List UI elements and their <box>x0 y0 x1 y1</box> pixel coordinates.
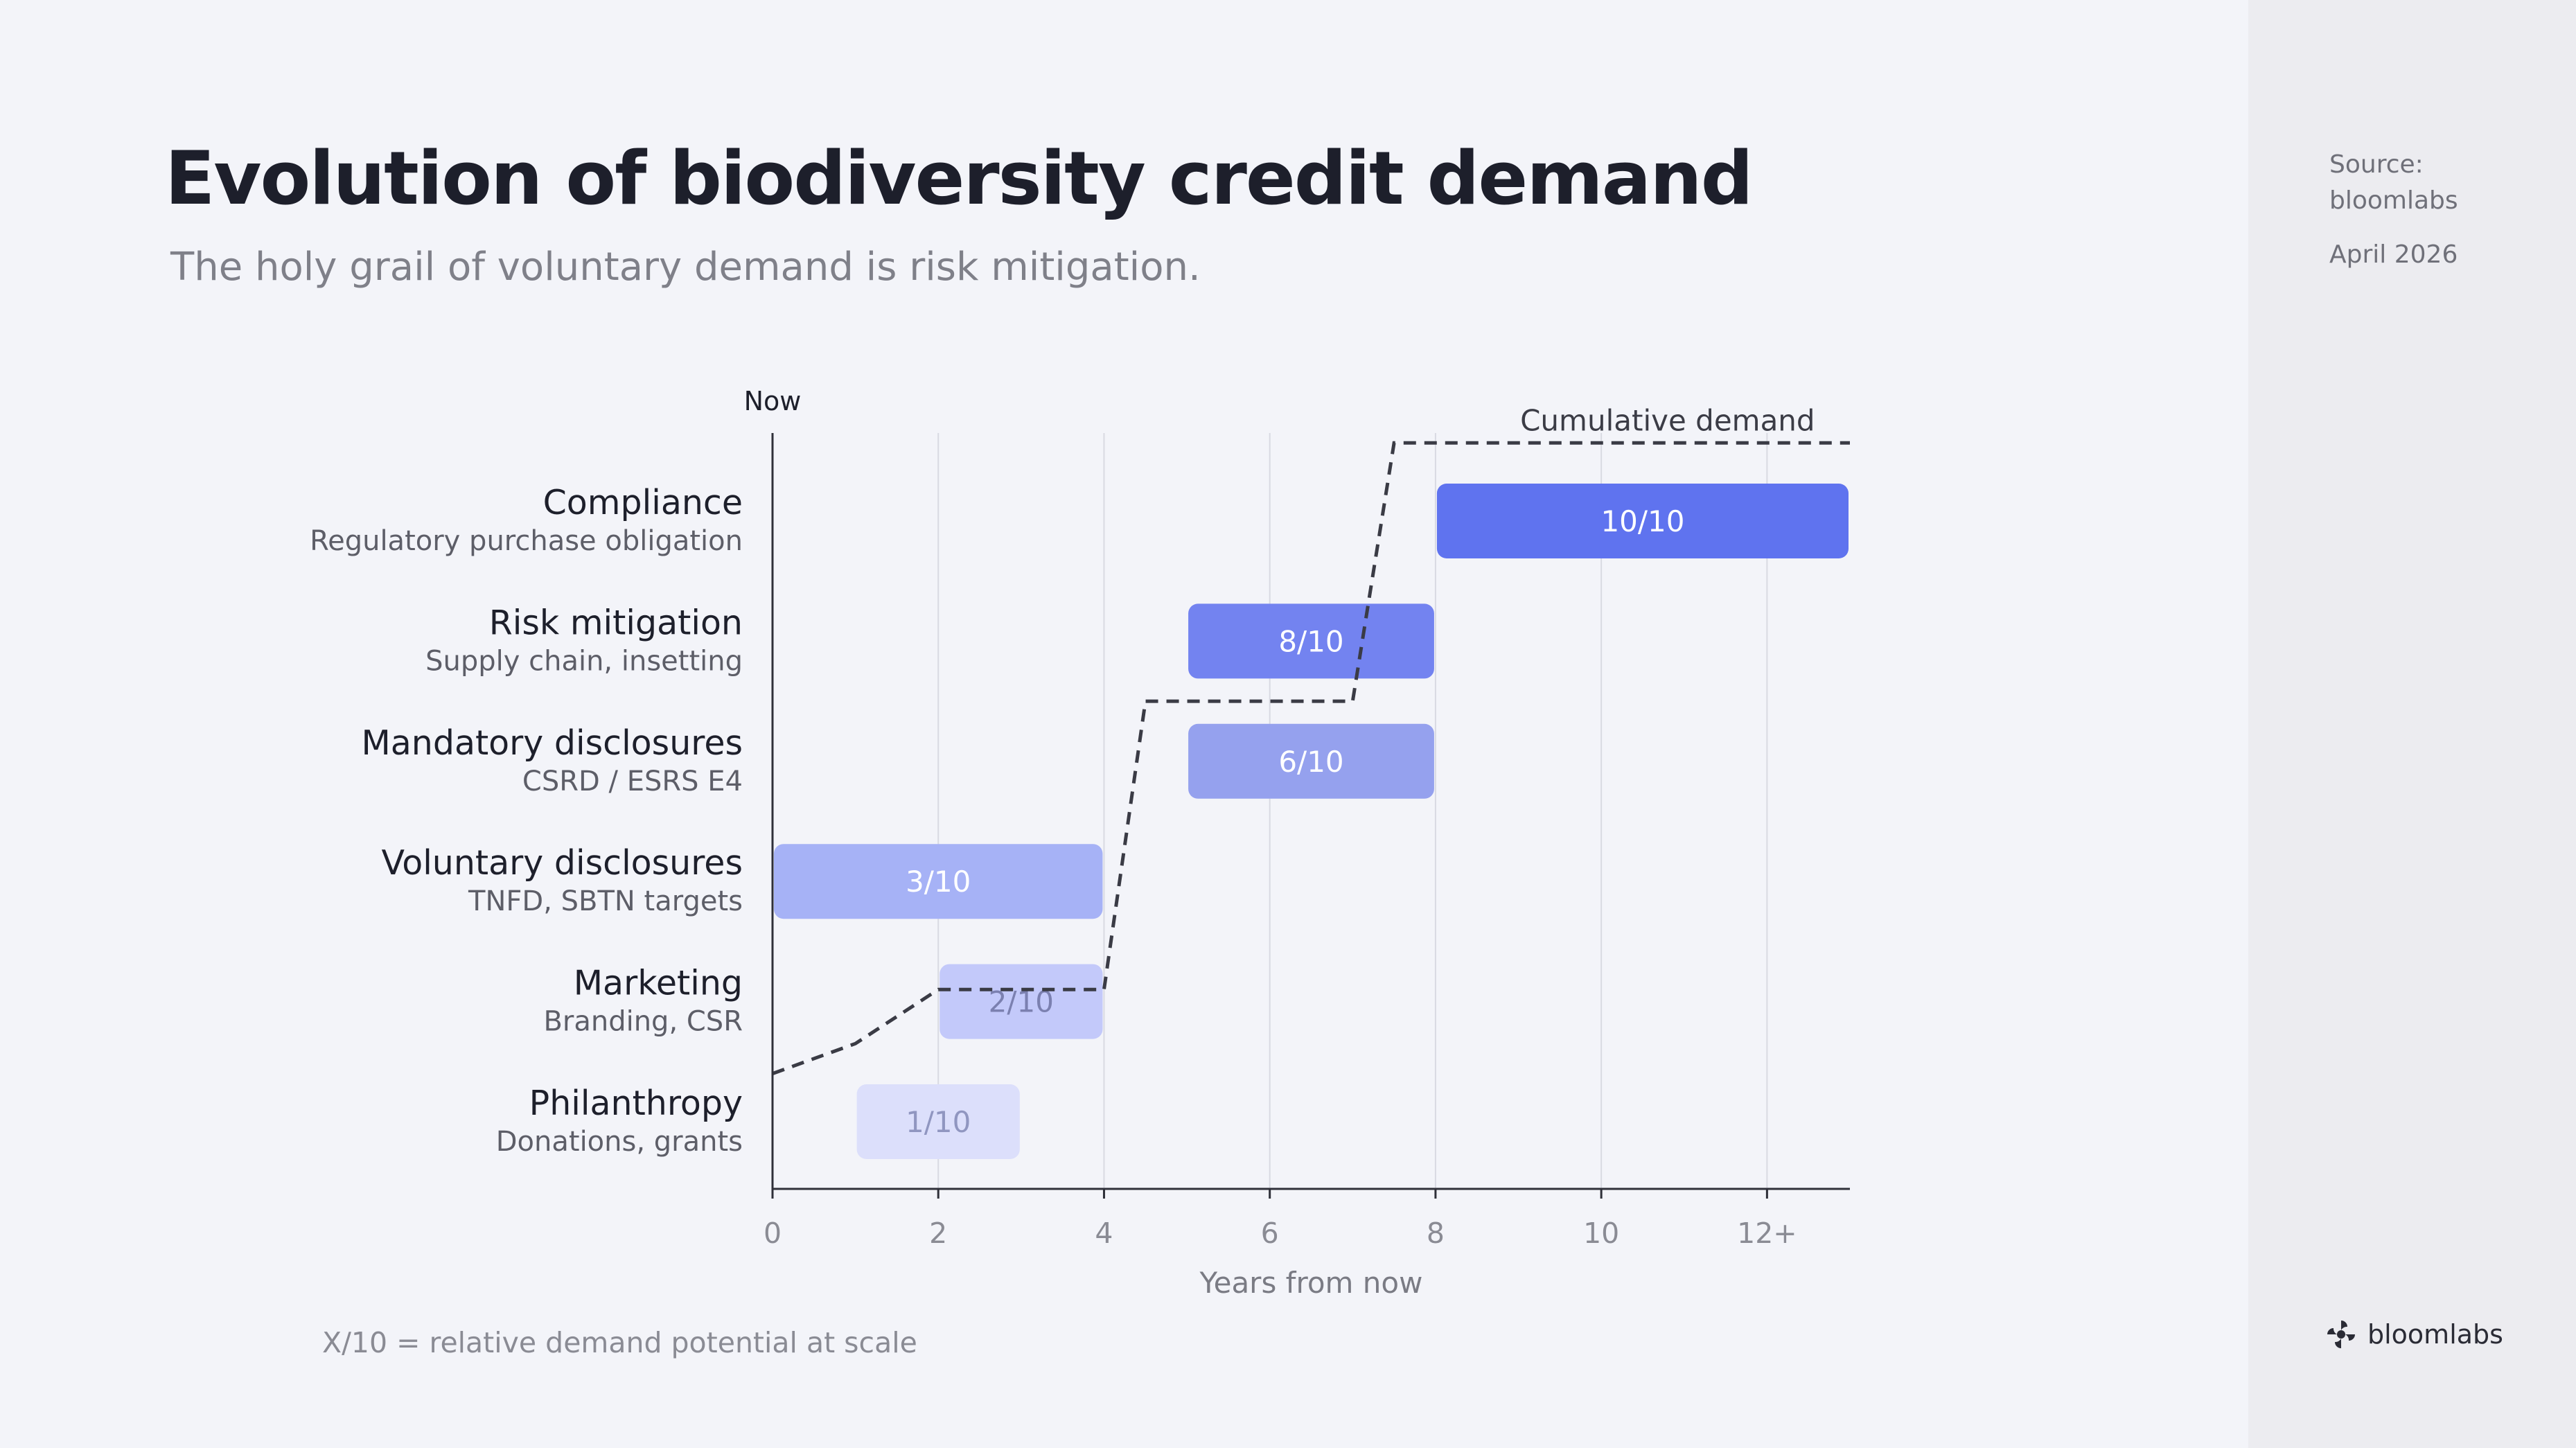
page-title: Evolution of biodiversity credit demand <box>165 136 1754 221</box>
category-subtitle: Regulatory purchase obligation <box>310 525 743 557</box>
bar-value-label: 3/10 <box>906 865 971 899</box>
cumulative-demand-line <box>772 441 1850 1075</box>
category-name: Philanthropy <box>529 1084 743 1123</box>
bar-mandatory-disclosures <box>1188 723 1434 799</box>
x-axis-title: Years from now <box>1199 1266 1423 1300</box>
footnote: X/10 = relative demand potential at scal… <box>322 1326 917 1359</box>
bar-value-label: 10/10 <box>1600 504 1684 538</box>
category-subtitle: Donations, grants <box>496 1126 743 1158</box>
bar-compliance <box>1436 484 1849 558</box>
logo-wordmark: bloomlabs <box>2367 1319 2503 1350</box>
sidebar-panel <box>2248 0 2576 1448</box>
x-tick-label: 0 <box>764 1217 782 1250</box>
source-label: Source: <box>2329 150 2424 179</box>
category-subtitle: Branding, CSR <box>543 1006 743 1038</box>
gridlines <box>937 433 1768 1189</box>
x-tick-label: 12+ <box>1737 1217 1797 1250</box>
bloomlabs-logo: bloomlabs <box>2326 1319 2503 1350</box>
bar-voluntary-disclosures <box>774 844 1103 919</box>
category-subtitle: Supply chain, insetting <box>425 645 743 677</box>
bar-risk-mitigation <box>1188 603 1434 679</box>
cumulative-demand-label: Cumulative demand <box>1520 403 1815 437</box>
category-name: Voluntary disclosures <box>382 843 743 883</box>
bars: 10/108/106/103/102/101/10 <box>774 484 1849 1159</box>
cumulative-demand-curve: Cumulative demand <box>772 403 1850 1075</box>
category-subtitle: TNFD, SBTN targets <box>468 885 743 917</box>
x-tick-label: 8 <box>1427 1217 1445 1250</box>
demand-timeline-chart: 10/108/106/103/102/101/10 Cumulative dem… <box>310 386 1850 1300</box>
bar-value-label: 1/10 <box>906 1105 971 1139</box>
category-subtitle: CSRD / ESRS E4 <box>522 766 743 797</box>
bar-value-label: 8/10 <box>1278 624 1343 658</box>
bar-value-label: 6/10 <box>1278 745 1343 779</box>
source-name: bloomlabs <box>2329 186 2458 215</box>
x-tick-label: 10 <box>1583 1217 1619 1250</box>
bloomlabs-logo-icon <box>2327 1321 2355 1348</box>
x-tick-label: 2 <box>929 1217 947 1250</box>
category-name: Mandatory disclosures <box>361 723 743 763</box>
category-name: Compliance <box>543 483 743 522</box>
now-label: Now <box>744 386 802 416</box>
publication-date: April 2026 <box>2329 240 2458 269</box>
x-tick-label: 6 <box>1261 1217 1279 1250</box>
axes: 0 2 4 6 8 10 12+ Years from now Now <box>744 386 1850 1300</box>
x-tick-label: 4 <box>1095 1217 1113 1250</box>
category-name: Risk mitigation <box>489 603 743 642</box>
page-subtitle: The holy grail of voluntary demand is ri… <box>170 245 1201 290</box>
bar-marketing <box>939 964 1103 1039</box>
category-name: Marketing <box>574 964 743 1003</box>
bar-philanthropy <box>856 1084 1020 1159</box>
